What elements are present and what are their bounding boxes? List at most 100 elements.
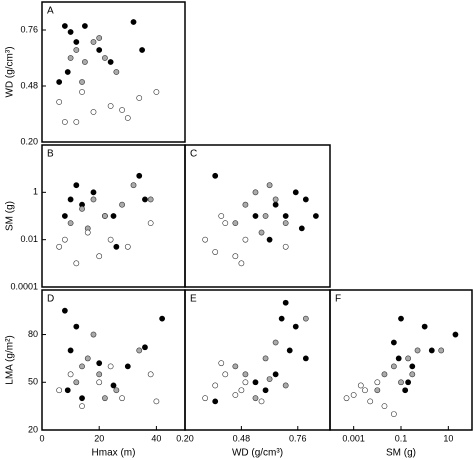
- x-tick-label: 0: [39, 433, 44, 443]
- point: [96, 35, 103, 41]
- point: [61, 236, 68, 243]
- point: [90, 109, 97, 115]
- point: [136, 95, 143, 101]
- point: [153, 89, 160, 95]
- point: [64, 69, 71, 75]
- point: [212, 382, 219, 389]
- panel-label: F: [335, 294, 341, 305]
- point: [82, 23, 88, 29]
- point: [107, 103, 114, 109]
- panel-frame: [184, 144, 331, 288]
- point: [395, 355, 402, 362]
- point: [107, 59, 114, 65]
- point: [357, 382, 364, 389]
- point: [218, 213, 225, 219]
- point: [61, 213, 68, 219]
- point: [64, 387, 71, 394]
- point: [292, 189, 299, 196]
- point: [402, 387, 409, 394]
- x-tick-label: 0.20: [176, 433, 194, 443]
- point: [136, 347, 143, 354]
- x-tick-label: 20: [94, 433, 104, 443]
- point: [405, 355, 412, 362]
- point: [90, 189, 97, 196]
- panel-frame: [41, 1, 186, 143]
- point: [79, 363, 85, 370]
- point: [232, 363, 239, 370]
- point: [266, 376, 273, 382]
- y-axis-title: WD (g/cm³): [5, 46, 16, 97]
- point: [242, 236, 249, 243]
- point: [438, 347, 445, 354]
- point: [147, 220, 154, 227]
- point: [232, 392, 239, 398]
- point: [212, 249, 219, 255]
- y-tick-label: 0.0001: [10, 281, 38, 291]
- point: [262, 213, 269, 219]
- point: [292, 323, 299, 330]
- point: [61, 23, 68, 29]
- point: [67, 196, 74, 203]
- point: [102, 395, 108, 402]
- point: [374, 379, 381, 386]
- point: [258, 229, 265, 236]
- point: [142, 344, 148, 351]
- x-tick-label: 10: [443, 433, 453, 443]
- point: [96, 253, 103, 260]
- point: [222, 371, 229, 378]
- point: [242, 201, 249, 208]
- point: [79, 79, 85, 85]
- x-tick-label: 0.001: [342, 433, 365, 443]
- point: [362, 387, 368, 394]
- point: [390, 363, 397, 370]
- point: [286, 347, 293, 354]
- point: [130, 182, 137, 189]
- point: [73, 47, 80, 53]
- point: [110, 382, 117, 389]
- point: [232, 220, 239, 227]
- panel-label: D: [47, 294, 54, 305]
- point: [266, 236, 273, 243]
- point: [73, 379, 80, 386]
- panel-label: A: [47, 6, 54, 17]
- point: [313, 213, 319, 219]
- point: [298, 225, 305, 232]
- y-tick-label: 0.01: [20, 234, 38, 244]
- point: [142, 196, 148, 203]
- point: [79, 89, 85, 95]
- x-tick-label: 0.48: [233, 433, 251, 443]
- x-axis-title: Hmax (m): [92, 448, 136, 459]
- point: [84, 355, 91, 362]
- point: [67, 55, 74, 61]
- point: [381, 371, 388, 378]
- point: [84, 229, 91, 236]
- point: [390, 339, 397, 346]
- point: [124, 243, 131, 250]
- x-tick-label: 40: [151, 433, 161, 443]
- point: [67, 29, 74, 35]
- point: [272, 339, 279, 346]
- point: [102, 213, 108, 219]
- point: [414, 347, 421, 354]
- point: [302, 315, 309, 322]
- point: [252, 189, 259, 196]
- point: [96, 47, 103, 53]
- point: [258, 398, 265, 405]
- point: [147, 371, 154, 378]
- point: [73, 260, 80, 267]
- x-tick-label: 0.76: [289, 433, 307, 443]
- y-tick-label: 0.76: [20, 24, 38, 34]
- point: [107, 236, 114, 243]
- point: [218, 360, 225, 367]
- point: [252, 395, 259, 402]
- point: [82, 59, 88, 65]
- point: [398, 379, 404, 386]
- point: [124, 115, 131, 121]
- point: [113, 243, 120, 250]
- point: [119, 201, 125, 208]
- point: [56, 387, 63, 394]
- point: [242, 371, 249, 378]
- point: [242, 379, 249, 386]
